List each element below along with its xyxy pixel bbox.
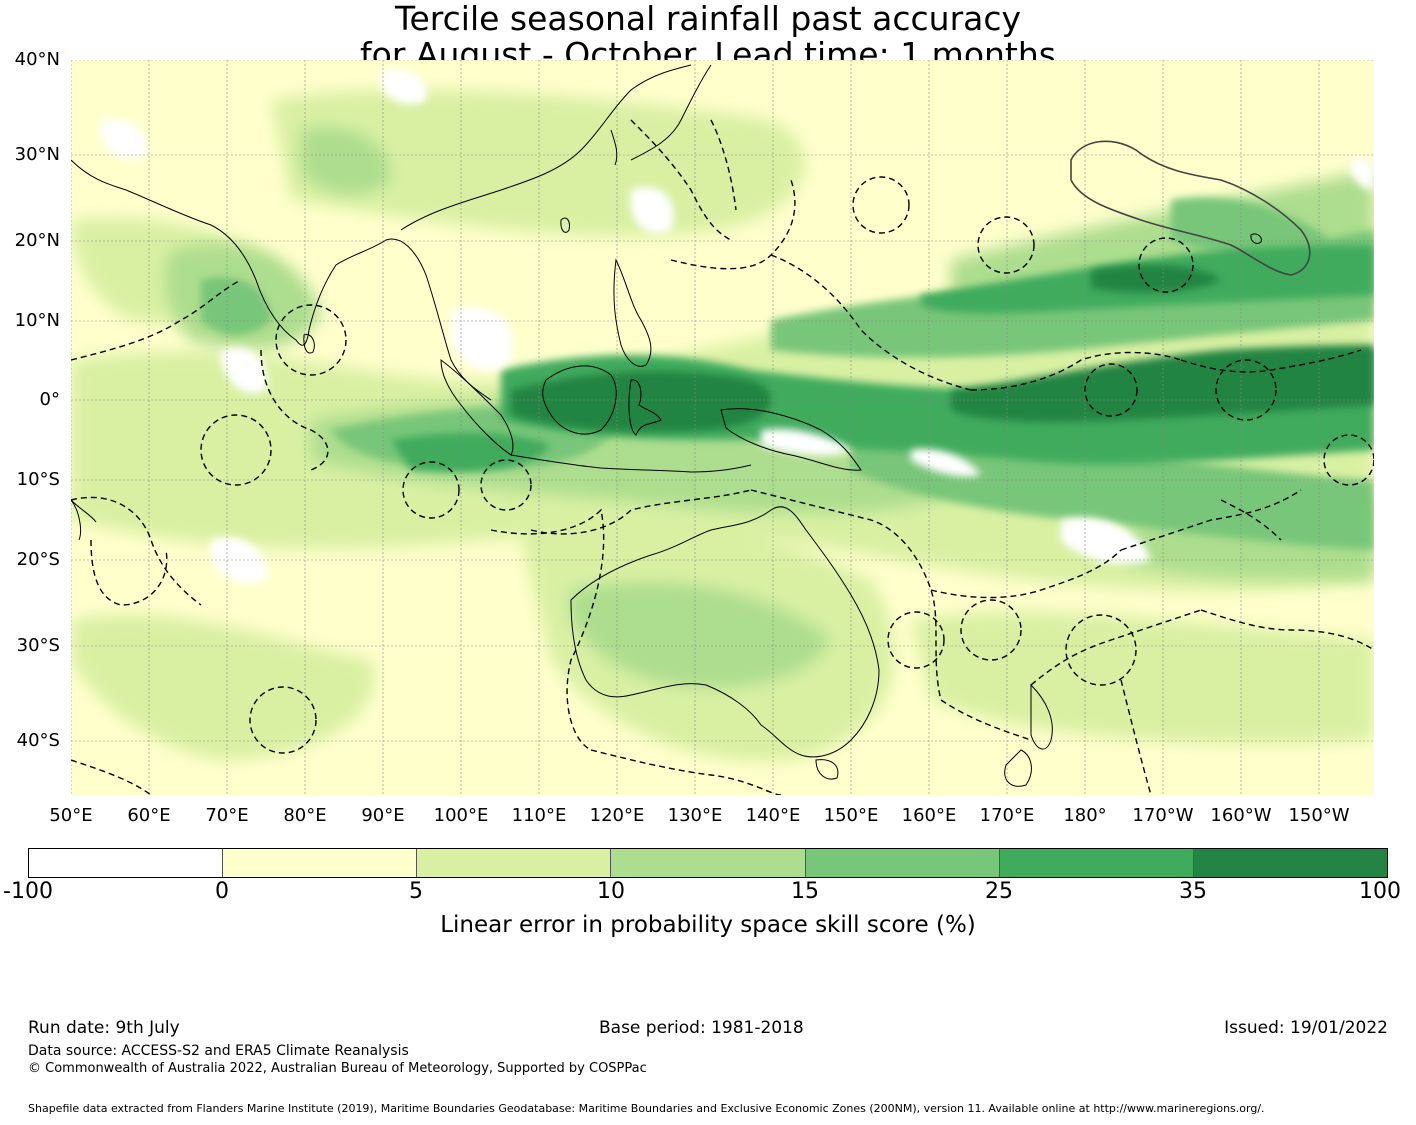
lat-label-equator: 0° [39, 389, 60, 410]
lon-label-60e: 60°E [127, 805, 171, 826]
hawaii-eez-outline [1070, 140, 1311, 276]
lat-label-10s: 10°S [16, 469, 60, 490]
colorbar-segment-10-15 [611, 849, 806, 877]
issued-date: Issued: 19/01/2022 [1224, 1018, 1388, 1038]
lon-label-150w: 150°W [1288, 805, 1350, 826]
lat-label-40s: 40°S [16, 730, 60, 751]
eez-boundaries [71, 119, 1374, 795]
colorbar-tick-neg100: -100 [3, 879, 53, 904]
colorbar-segment-5-10 [417, 849, 612, 877]
lon-label-150e: 150°E [823, 805, 879, 826]
shapefile-credit: Shapefile data extracted from Flanders M… [28, 1102, 1265, 1115]
data-source: Data source: ACCESS-S2 and ERA5 Climate … [28, 1043, 409, 1059]
lat-label-20s: 20°S [16, 549, 60, 570]
colorbar-tick-25: 25 [985, 879, 1013, 904]
copyright-notice: © Commonwealth of Australia 2022, Austra… [28, 1061, 647, 1076]
lat-label-20n: 20°N [14, 230, 60, 251]
lon-label-130e: 130°E [667, 805, 723, 826]
colorbar-tick-10: 10 [597, 879, 625, 904]
colorbar-tick-15: 15 [791, 879, 819, 904]
colorbar-segment-35-100 [1193, 849, 1387, 877]
lon-label-100e: 100°E [433, 805, 489, 826]
lat-label-10n: 10°N [14, 310, 60, 331]
lon-label-50e: 50°E [49, 805, 93, 826]
lon-label-80e: 80°E [283, 805, 327, 826]
colorbar-tick-100: 100 [1359, 879, 1401, 904]
skill-field [71, 60, 1374, 795]
lon-label-170e: 170°E [979, 805, 1035, 826]
colorbar-segment-15-25 [805, 849, 1000, 877]
lat-label-40n: 40°N [14, 49, 60, 70]
lon-label-170w: 170°W [1132, 805, 1194, 826]
map-title-line1: Tercile seasonal rainfall past accuracy [394, 0, 1022, 38]
map-canvas [71, 60, 1374, 795]
lon-label-180: 180° [1063, 805, 1107, 826]
colorbar-segment-25-35 [999, 849, 1194, 877]
colorbar-segment-neg100-0 [29, 849, 224, 877]
base-period: Base period: 1981-2018 [599, 1018, 804, 1038]
lon-label-140e: 140°E [745, 805, 801, 826]
run-date: Run date: 9th July [28, 1018, 180, 1038]
graticule [71, 60, 1374, 795]
lon-label-70e: 70°E [205, 805, 249, 826]
lon-label-110e: 110°E [511, 805, 567, 826]
skill-score-map [71, 60, 1374, 795]
lon-label-160e: 160°E [901, 805, 957, 826]
lon-label-160w: 160°W [1210, 805, 1272, 826]
colorbar-tick-35: 35 [1179, 879, 1207, 904]
colorbar-tick-0: 0 [215, 879, 229, 904]
lat-label-30n: 30°N [14, 144, 60, 165]
colorbar-segment-0-5 [223, 849, 418, 877]
colorbar-label: Linear error in probability space skill … [440, 912, 976, 938]
colorbar-tick-5: 5 [409, 879, 423, 904]
lon-label-120e: 120°E [589, 805, 645, 826]
coastlines [71, 64, 1262, 787]
lon-label-90e: 90°E [361, 805, 405, 826]
lat-label-30s: 30°S [16, 635, 60, 656]
colorbar [28, 848, 1388, 878]
